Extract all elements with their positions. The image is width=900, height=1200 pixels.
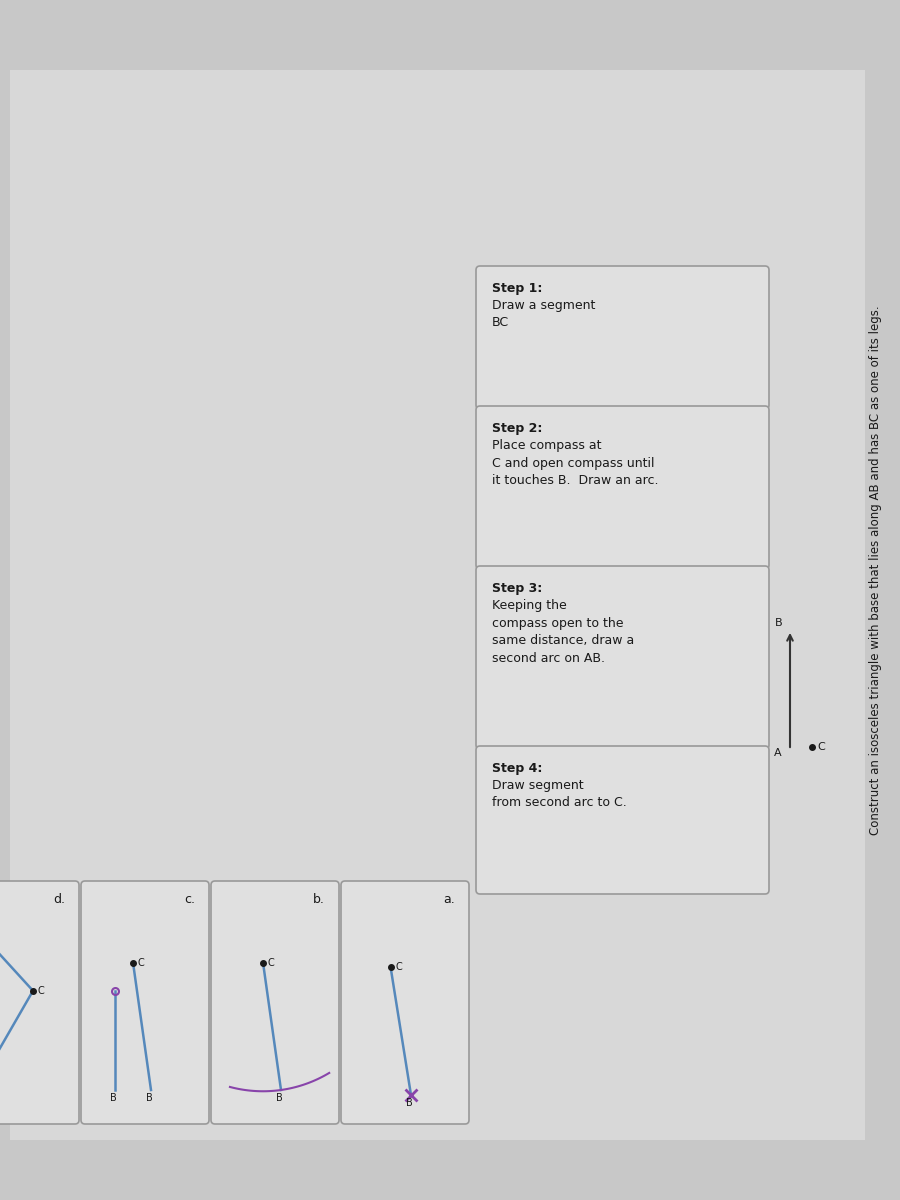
FancyBboxPatch shape [476,266,769,409]
FancyBboxPatch shape [476,406,769,569]
Text: C: C [38,985,45,996]
Text: b.: b. [313,893,325,906]
FancyBboxPatch shape [81,881,209,1124]
FancyBboxPatch shape [0,881,79,1124]
FancyBboxPatch shape [211,881,339,1124]
Text: C: C [138,958,145,967]
Text: Step 3:: Step 3: [492,582,546,595]
Text: Construct an isosceles triangle with base that lies along AB and has BC as one o: Construct an isosceles triangle with bas… [868,305,881,835]
Text: Step 1:: Step 1: [492,282,547,295]
Text: B: B [774,618,782,628]
FancyBboxPatch shape [341,881,469,1124]
Text: Draw segment
from second arc to C.: Draw segment from second arc to C. [492,779,626,810]
Text: B: B [275,1093,283,1103]
Text: a.: a. [443,893,455,906]
Text: C: C [268,958,274,967]
Text: B: B [146,1093,152,1103]
FancyBboxPatch shape [476,566,769,749]
FancyBboxPatch shape [476,746,769,894]
Text: Step 4:: Step 4: [492,762,547,775]
Text: B: B [110,1093,116,1103]
Text: Draw a segment
BC: Draw a segment BC [492,299,596,330]
Text: Step 2:: Step 2: [492,422,547,434]
Text: A: A [774,748,782,758]
Text: Place compass at
C and open compass until
it touches B.  Draw an arc.: Place compass at C and open compass unti… [492,439,659,487]
Text: d.: d. [53,893,65,906]
Text: Keeping the
compass open to the
same distance, draw a
second arc on AB.: Keeping the compass open to the same dis… [492,599,634,665]
Text: c.: c. [184,893,195,906]
FancyBboxPatch shape [10,70,865,1140]
Text: C: C [817,742,824,752]
Text: C: C [396,962,402,972]
Text: B: B [406,1098,412,1108]
